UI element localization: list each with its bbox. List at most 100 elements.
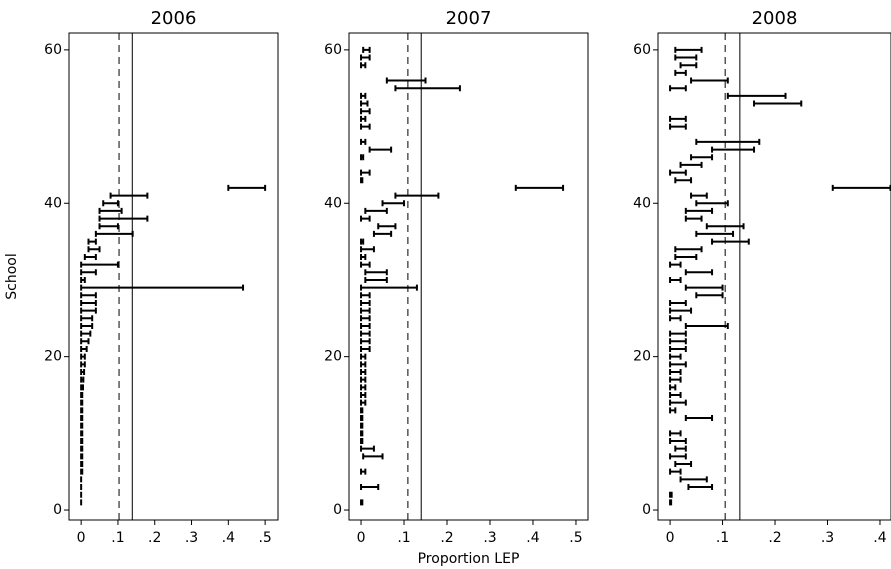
range-cap <box>669 169 687 176</box>
range-cap <box>80 407 84 414</box>
y-tick-label: 20 <box>633 349 651 365</box>
range-cap <box>360 292 371 299</box>
range-cap <box>360 345 371 352</box>
x-tick-label: 0 <box>357 530 366 546</box>
x-tick-label: .3 <box>185 530 198 546</box>
range-cap <box>87 238 97 245</box>
range-cap <box>669 430 682 437</box>
range-cap <box>669 315 682 322</box>
range-cap <box>80 322 94 329</box>
range-cap <box>360 108 371 115</box>
range-cap <box>360 253 367 260</box>
range-cap <box>679 161 703 168</box>
range-cap <box>684 322 729 329</box>
range-cap <box>360 422 364 429</box>
plot-frame <box>657 32 891 521</box>
range-cap <box>690 77 729 84</box>
range-cap <box>109 192 149 199</box>
range-cap <box>394 85 461 92</box>
range-cap <box>377 223 397 230</box>
x-axis-title: Proportion LEP <box>418 551 520 567</box>
range-cap <box>669 376 682 383</box>
range-cap <box>674 445 687 452</box>
y-tick-label: 0 <box>333 502 342 518</box>
range-cap <box>80 284 245 291</box>
range-cap <box>695 138 761 145</box>
range-cap <box>360 138 367 145</box>
range-cap <box>360 414 364 421</box>
range-cap <box>360 468 367 475</box>
range-cap <box>381 200 406 207</box>
range-cap <box>674 54 698 61</box>
range-cap <box>360 154 365 161</box>
x-tick-label: .4 <box>222 530 235 546</box>
y-tick-label: 40 <box>324 195 342 211</box>
y-axis-title: School <box>4 253 20 299</box>
range-cap <box>360 177 364 184</box>
range-cap <box>83 253 97 260</box>
panel: 2007 0 20 40 60 0 .1 .2 .3 .4 .5 Proportion LEP <box>324 8 589 567</box>
range-cap <box>690 154 714 161</box>
range-cap <box>360 307 371 314</box>
range-cap <box>690 192 708 199</box>
range-cap <box>80 345 88 352</box>
range-cap <box>394 192 440 199</box>
range-cap <box>80 445 84 452</box>
range-cap <box>360 399 367 406</box>
x-tick-label: .2 <box>768 530 781 546</box>
range-cap <box>385 77 427 84</box>
range-cap <box>80 468 84 475</box>
range-cap <box>360 322 371 329</box>
range-cap <box>80 453 84 460</box>
range-cap <box>87 246 101 253</box>
panel-title: 2008 <box>752 8 798 29</box>
range-cap <box>684 215 703 222</box>
x-tick-label: .2 <box>148 530 161 546</box>
range-cap <box>684 414 714 421</box>
range-cap <box>360 215 371 222</box>
range-cap <box>360 484 380 491</box>
range-cap <box>669 123 687 130</box>
y-tick-label: 60 <box>633 42 651 58</box>
x-tick-label: .3 <box>821 530 834 546</box>
x-tick-label: .1 <box>397 530 410 546</box>
y-tick-label: 40 <box>44 195 62 211</box>
range-cap <box>669 85 687 92</box>
range-cap <box>669 299 687 306</box>
range-cap <box>360 299 371 306</box>
range-cap <box>94 230 134 237</box>
x-tick-label: .4 <box>526 530 539 546</box>
range-cap <box>669 407 677 414</box>
range-cap <box>372 230 393 237</box>
range-cap <box>80 315 94 322</box>
range-cap <box>360 353 367 360</box>
y-tick-label: 0 <box>53 502 62 518</box>
range-cap <box>360 62 367 69</box>
x-tick-label: 0 <box>666 530 675 546</box>
range-cap <box>360 430 364 437</box>
y-tick-label: 0 <box>642 502 651 518</box>
range-cap <box>360 123 371 130</box>
range-cap <box>80 261 119 268</box>
range-cap <box>80 430 84 437</box>
range-cap <box>360 391 367 398</box>
panel: 2006 0 20 40 60 0 .1 .2 .3 .4 .5 School <box>4 8 279 546</box>
range-cap <box>360 330 371 337</box>
range-cap <box>705 223 745 230</box>
range-cap <box>669 438 687 445</box>
range-cap <box>674 177 693 184</box>
range-cap <box>360 376 367 383</box>
range-cap <box>711 238 750 245</box>
range-cap <box>80 338 90 345</box>
range-cap <box>360 315 371 322</box>
range-cap <box>669 368 682 375</box>
range-cap <box>368 146 393 153</box>
range-cap <box>102 200 119 207</box>
range-cap <box>364 276 388 283</box>
range-cap <box>669 468 682 475</box>
range-cap <box>80 307 97 314</box>
range-cap <box>514 184 565 191</box>
range-cap <box>669 353 682 360</box>
range-cap <box>669 307 693 314</box>
